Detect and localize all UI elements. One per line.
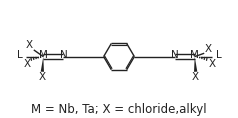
Text: X: X (39, 72, 46, 82)
Polygon shape (194, 57, 197, 72)
Text: M: M (190, 50, 199, 60)
Text: X: X (205, 44, 212, 54)
Text: X: X (23, 59, 30, 69)
Text: X: X (208, 59, 216, 69)
Text: L: L (17, 50, 23, 60)
Text: N: N (60, 50, 67, 60)
Polygon shape (41, 57, 44, 72)
Text: N: N (171, 50, 178, 60)
Text: X: X (192, 72, 199, 82)
Text: L: L (215, 50, 221, 60)
Text: M: M (39, 50, 48, 60)
Text: M = Nb, Ta; X = chloride,alkyl: M = Nb, Ta; X = chloride,alkyl (31, 103, 207, 116)
Text: X: X (26, 40, 33, 50)
